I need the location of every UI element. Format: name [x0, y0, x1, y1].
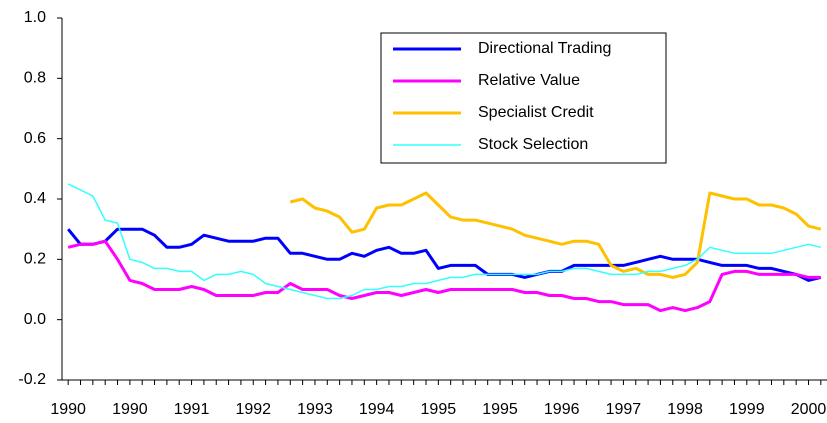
- x-tick-label: 1997: [606, 401, 642, 418]
- legend-label: Specialist Credit: [478, 104, 594, 121]
- x-tick-label: 2000: [791, 401, 827, 418]
- legend-label: Stock Selection: [478, 136, 588, 153]
- y-tick-label: 0.8: [24, 70, 46, 87]
- data-line: [67, 183, 821, 300]
- x-tick-label: 1998: [667, 401, 703, 418]
- data-line: [67, 239, 821, 313]
- x-tick-label: 1993: [297, 401, 333, 418]
- x-tick-label: 1995: [482, 401, 518, 418]
- x-tick-label: 1992: [235, 401, 271, 418]
- legend-label: Directional Trading: [478, 40, 611, 57]
- x-tick-label: 1990: [50, 401, 86, 418]
- x-tick-label: 1994: [359, 401, 395, 418]
- x-tick-label: 1990: [112, 401, 148, 418]
- legend-label: Relative Value: [478, 72, 580, 89]
- y-tick-label: -0.2: [18, 371, 46, 388]
- y-tick-label: 0.4: [24, 190, 46, 207]
- x-tick-label: 1999: [729, 401, 765, 418]
- x-tick-label: 1991: [174, 401, 210, 418]
- y-tick-label: 1.0: [24, 9, 46, 26]
- legend-box: [380, 32, 667, 164]
- y-tick-label: 0.2: [24, 251, 46, 268]
- x-tick-label: 1996: [544, 401, 580, 418]
- data-line: [289, 191, 822, 279]
- data-line: [67, 227, 822, 282]
- y-tick-label: 0.6: [24, 130, 46, 147]
- y-tick-label: 0.0: [24, 311, 46, 328]
- x-tick-label: 1995: [421, 401, 457, 418]
